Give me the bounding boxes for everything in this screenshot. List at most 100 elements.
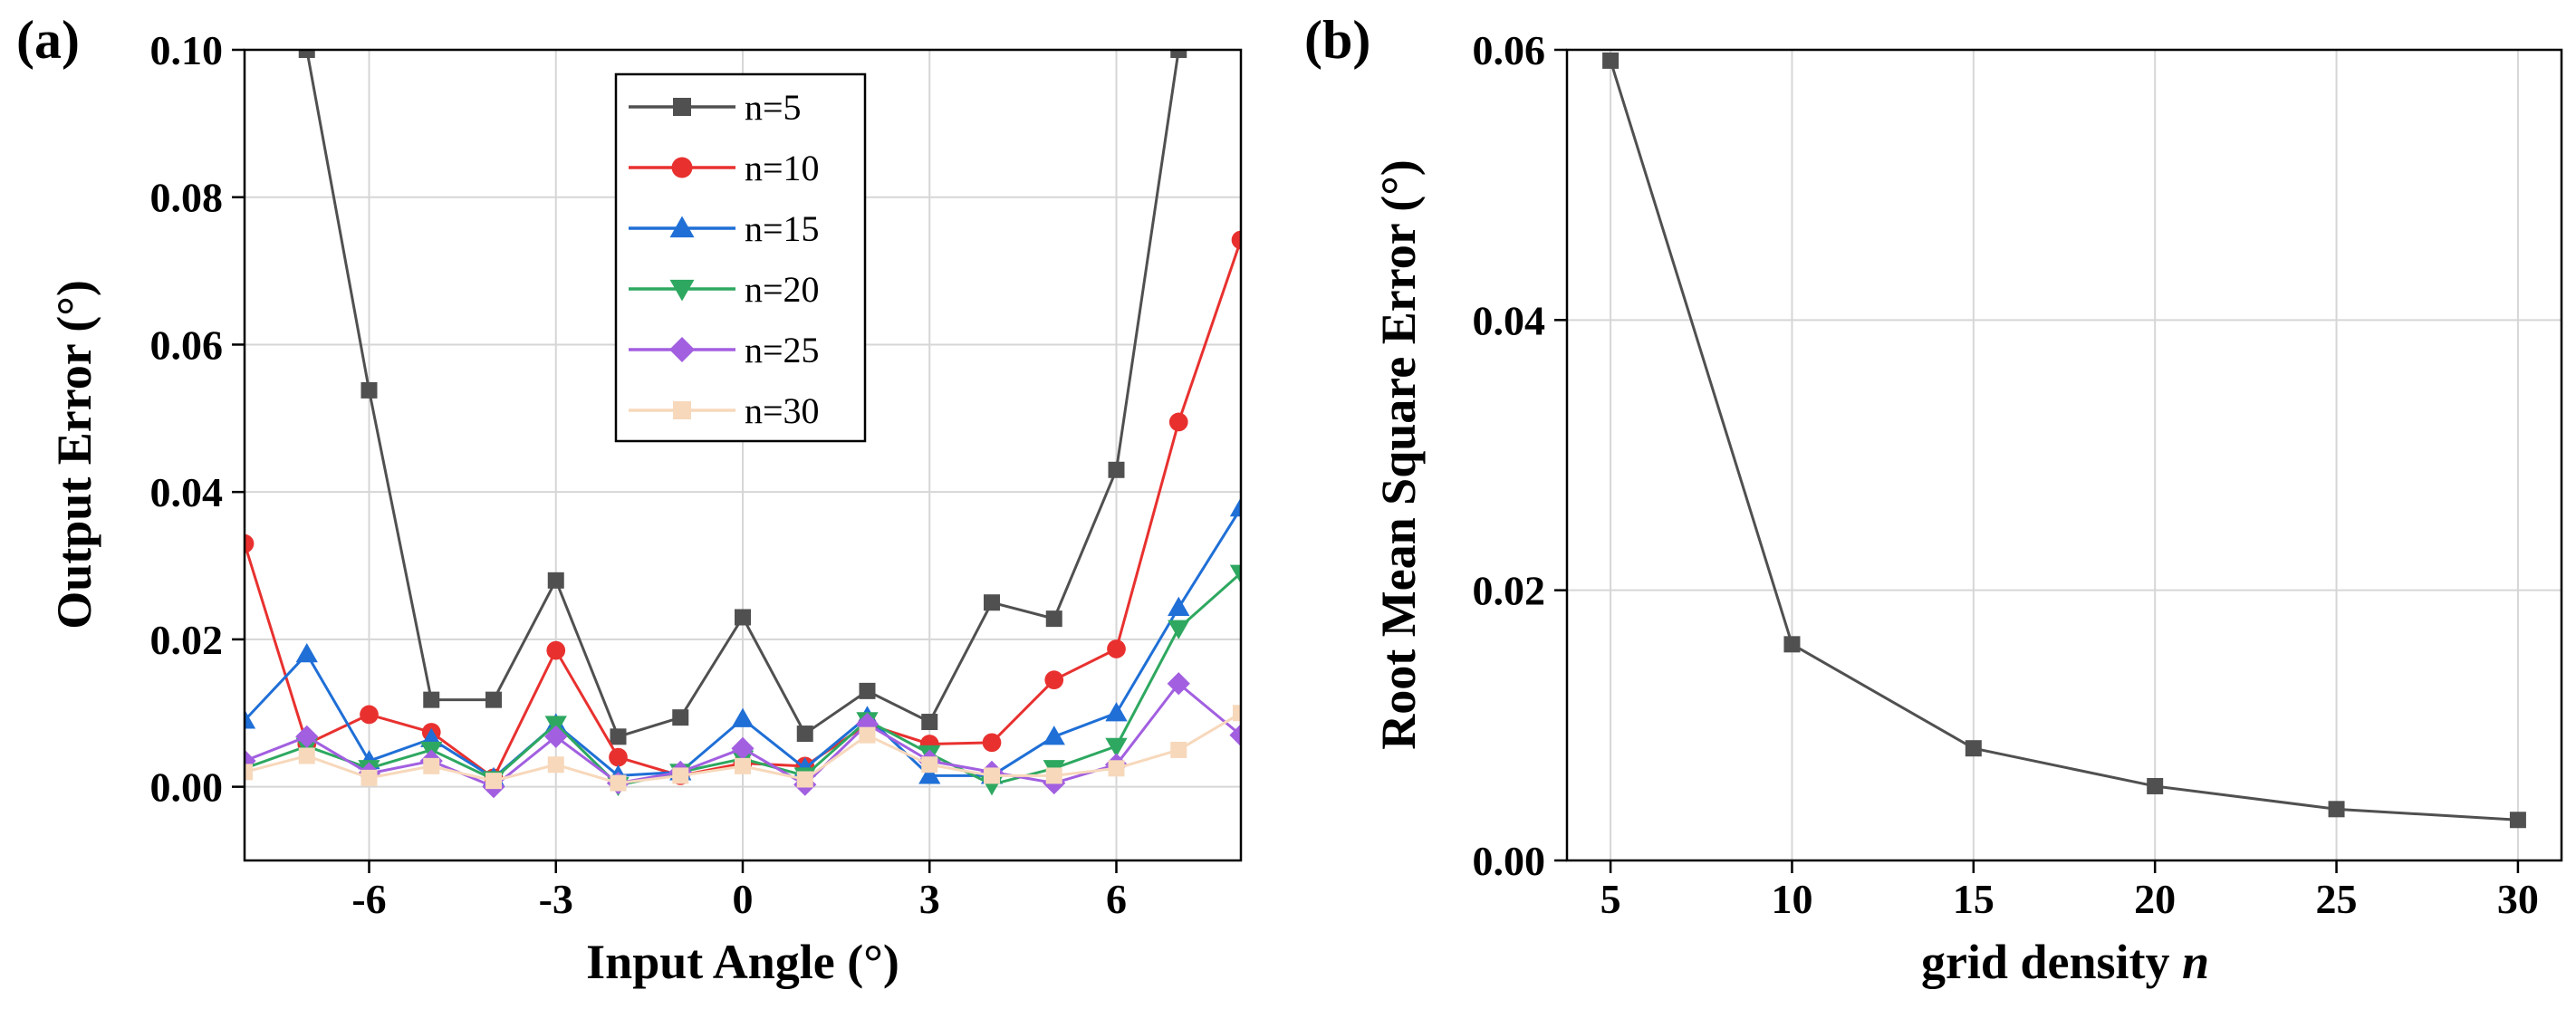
legend-item-n-30: n=30 bbox=[629, 390, 820, 431]
data-point-n-25 bbox=[731, 736, 755, 760]
panel-b-y-axis-label: Root Mean Square Error (°) bbox=[1371, 159, 1426, 750]
data-point-n-25 bbox=[1229, 724, 1241, 747]
y-tick-label: 0.00 bbox=[150, 764, 224, 811]
data-point-n-15 bbox=[918, 764, 941, 784]
data-point-n-15 bbox=[295, 643, 318, 663]
data-point-series bbox=[2147, 777, 2164, 794]
legend-item-n-15: n=15 bbox=[629, 208, 820, 249]
data-point-n-5 bbox=[735, 609, 751, 626]
data-point-n-15 bbox=[1105, 702, 1128, 722]
data-point-n-30 bbox=[1233, 705, 1241, 722]
data-point-n-30 bbox=[1108, 760, 1125, 777]
legend-label: n=10 bbox=[745, 148, 820, 188]
data-point-n-5 bbox=[1170, 50, 1187, 58]
x-tick-label: -6 bbox=[351, 876, 386, 922]
data-point-n-5 bbox=[921, 714, 938, 731]
panel-b-x-axis-label: grid density n bbox=[1921, 935, 2209, 989]
data-point-n-5 bbox=[423, 691, 440, 708]
data-point-n-25 bbox=[1167, 672, 1190, 696]
x-tick-label: 25 bbox=[2316, 876, 2358, 922]
panel-a-x-axis-label: Input Angle (°) bbox=[586, 935, 899, 989]
legend-marker bbox=[669, 337, 695, 362]
panel-b-x-axis-label-text: grid density bbox=[1921, 935, 2182, 989]
data-point-n-10 bbox=[360, 705, 379, 725]
data-point-n-30 bbox=[1045, 767, 1062, 784]
legend-label: n=25 bbox=[745, 330, 820, 370]
y-tick-label: 0.04 bbox=[1473, 297, 1546, 343]
x-tick-label: 20 bbox=[2134, 876, 2176, 922]
legend-label: n=20 bbox=[745, 269, 820, 310]
plot-area bbox=[245, 50, 1241, 799]
data-point-n-5 bbox=[796, 726, 813, 743]
data-point-n-10 bbox=[982, 733, 1002, 753]
data-point-n-5 bbox=[485, 691, 502, 708]
data-point-n-5 bbox=[984, 594, 1000, 611]
x-tick-label: 15 bbox=[1953, 876, 1994, 922]
y-tick-label: 0.04 bbox=[150, 469, 224, 515]
y-tick-label: 0.00 bbox=[1473, 838, 1546, 884]
legend-marker bbox=[673, 401, 691, 419]
data-point-n-5 bbox=[1108, 461, 1125, 478]
x-tick-label: 5 bbox=[1600, 876, 1621, 922]
data-point-n-5 bbox=[298, 50, 315, 58]
y-tick-label: 0.06 bbox=[1473, 27, 1546, 73]
plot-area bbox=[1602, 52, 2526, 829]
series-markers-n-30 bbox=[245, 705, 1241, 792]
data-point-n-30 bbox=[360, 769, 378, 786]
legend-item-n-10: n=10 bbox=[629, 148, 820, 188]
series-line-series bbox=[1609, 60, 2519, 822]
panel-b-grid bbox=[1567, 49, 2562, 861]
data-point-n-15 bbox=[1229, 496, 1241, 517]
data-point-n-10 bbox=[1168, 412, 1188, 432]
data-point-n-15 bbox=[1168, 596, 1190, 617]
legend-marker bbox=[669, 216, 695, 238]
data-point-n-10 bbox=[609, 747, 628, 767]
data-point-n-25 bbox=[544, 725, 568, 748]
data-point-series bbox=[1965, 740, 1982, 757]
data-point-n-20 bbox=[1229, 564, 1241, 584]
panel-a-legend: n=5 n=10 n=15 n=20 n=25 n=30 bbox=[614, 72, 867, 443]
data-point-n-30 bbox=[1170, 741, 1187, 758]
legend-item-n-25: n=25 bbox=[629, 330, 820, 370]
data-point-n-25 bbox=[295, 725, 319, 748]
y-tick-label: 0.02 bbox=[150, 617, 224, 663]
data-point-n-5 bbox=[360, 381, 378, 399]
data-point-n-5 bbox=[610, 728, 627, 745]
data-point-n-15 bbox=[1043, 726, 1065, 745]
panel-b-ticks: 5 10 15 20 25 30 0.00 0.02 0.04 0.06 bbox=[1473, 27, 2539, 922]
x-tick-label: 6 bbox=[1106, 876, 1127, 922]
legend-marker bbox=[671, 157, 693, 178]
data-point-n-5 bbox=[547, 572, 564, 589]
panel-b-plot-frame bbox=[1565, 48, 2563, 862]
panel-a: (a) -6 -3 0 3 6 0.00 0.02 0.04 0.06 0.08 0.10 Inpu… bbox=[16, 10, 1243, 989]
data-point-n-5 bbox=[672, 709, 689, 726]
data-point-n-30 bbox=[921, 756, 938, 774]
panel-a-label: (a) bbox=[16, 10, 80, 70]
data-point-n-30 bbox=[672, 767, 689, 784]
data-point-n-5 bbox=[1045, 610, 1062, 628]
data-point-n-10 bbox=[1231, 230, 1241, 250]
panel-b: (b) 5 10 15 20 25 30 0.00 0.02 0.04 0.06 grid den… bbox=[1304, 10, 2563, 989]
data-point-n-15 bbox=[731, 707, 755, 727]
data-point-series bbox=[2509, 812, 2526, 829]
data-point-series bbox=[1602, 52, 1620, 69]
legend-label: n=15 bbox=[745, 208, 820, 249]
panel-a-y-axis-label: Output Error (°) bbox=[47, 280, 101, 629]
data-point-series bbox=[2328, 801, 2345, 818]
panel-a-series bbox=[245, 50, 1241, 799]
data-point-n-30 bbox=[298, 747, 315, 764]
legend-box bbox=[614, 72, 867, 443]
y-tick-label: 0.10 bbox=[150, 27, 224, 73]
legend-marker bbox=[669, 279, 695, 302]
legend-item-n-20: n=20 bbox=[629, 269, 820, 310]
y-tick-label: 0.06 bbox=[150, 322, 224, 368]
panel-a-ticks: -6 -3 0 3 6 0.00 0.02 0.04 0.06 0.08 0.10 bbox=[150, 27, 1128, 922]
legend-item-n-5: n=5 bbox=[629, 87, 802, 128]
x-tick-label: 30 bbox=[2497, 876, 2539, 922]
series-markers-n-5 bbox=[298, 50, 1187, 745]
data-point-n-10 bbox=[546, 640, 566, 660]
legend-label: n=30 bbox=[745, 390, 820, 431]
data-point-n-30 bbox=[610, 774, 627, 792]
data-point-n-30 bbox=[485, 773, 502, 790]
x-tick-label: 0 bbox=[733, 876, 754, 922]
